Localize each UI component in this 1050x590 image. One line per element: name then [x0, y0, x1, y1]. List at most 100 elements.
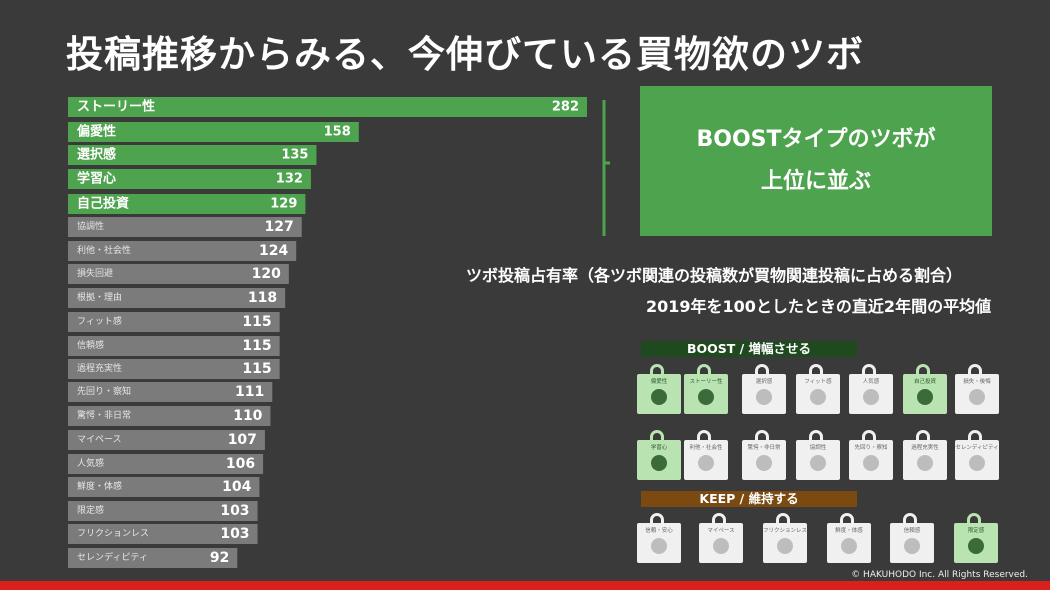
category-label: 損失回避 — [77, 267, 113, 279]
person-icon — [863, 455, 879, 471]
category-label: 先回り・察知 — [77, 385, 131, 397]
bar — [68, 477, 260, 497]
bag-handle — [650, 364, 664, 376]
boost-bag-icon: フィット感 — [796, 364, 840, 414]
person-icon — [756, 389, 772, 405]
bar — [68, 336, 280, 356]
category-label: 限定感 — [77, 504, 104, 516]
value-label: 127 — [264, 219, 293, 235]
bar — [68, 97, 587, 117]
value-label: 115 — [242, 314, 271, 330]
bag-label: 選択感 — [755, 379, 773, 385]
value-label: 115 — [242, 338, 271, 354]
category-label: 驚愕・非日常 — [77, 409, 131, 421]
person-icon — [841, 538, 857, 554]
keep-bag-icon: 信頼・安心 — [637, 513, 681, 563]
bag-handle — [697, 430, 711, 442]
bag-handle — [809, 430, 823, 442]
value-label: 118 — [248, 290, 277, 306]
bag-label: 利他・社会性 — [689, 445, 723, 451]
value-label: 110 — [233, 408, 262, 424]
bag-handle — [755, 430, 769, 442]
bar — [68, 501, 258, 521]
keep-bag-icon: 信頼感 — [890, 513, 934, 563]
bag-handle — [968, 364, 982, 376]
person-icon — [969, 389, 985, 405]
bag-handle — [916, 430, 930, 442]
bag-label: 自己投資 — [913, 379, 936, 385]
person-icon — [810, 389, 826, 405]
bag-label: 先回り・察知 — [854, 445, 888, 451]
bag-handle — [903, 513, 917, 525]
boost-bag-icon: 選択感 — [742, 364, 786, 414]
category-label: マイペース — [77, 435, 122, 445]
keep-header: KEEP / 維持する — [641, 491, 857, 507]
bag-handle — [862, 430, 876, 442]
bar — [68, 548, 238, 568]
callout-line2: 上位に並ぶ — [760, 169, 871, 194]
bag-handle — [967, 513, 981, 525]
bag-label: 鮮度・体感 — [835, 528, 863, 534]
bag-label: マイペース — [707, 528, 735, 534]
person-icon — [969, 455, 985, 471]
bag-handle — [712, 513, 726, 525]
category-label: 人気感 — [77, 457, 104, 469]
bag-handle — [650, 513, 664, 525]
bar — [68, 430, 265, 450]
bag-label: 損失・後悔 — [963, 379, 991, 385]
bag-label: フリクションレス — [763, 528, 807, 534]
category-label: 利他・社会性 — [77, 244, 131, 256]
bar — [68, 312, 280, 332]
bag-handle — [809, 364, 823, 376]
boost-bag-icon: 過程充実性 — [903, 430, 947, 480]
bag-label: フィット感 — [804, 379, 832, 385]
category-label: 信頼感 — [77, 339, 104, 351]
category-label: 過程充実性 — [77, 362, 122, 374]
person-icon — [651, 389, 667, 405]
category-label: フリクションレス — [77, 528, 149, 539]
bag-label: 信頼感 — [903, 528, 921, 534]
category-label: 偏愛性 — [77, 124, 116, 140]
boost-bag-icon: 驚愕・非日常 — [742, 430, 786, 480]
value-label: 104 — [222, 479, 251, 495]
bar — [68, 122, 359, 142]
value-label: 132 — [276, 172, 303, 187]
bar — [68, 524, 258, 544]
bag-label: 学習心 — [650, 445, 668, 451]
person-icon — [968, 538, 984, 554]
value-label: 282 — [552, 100, 579, 115]
value-label: 120 — [252, 266, 281, 282]
bag-label: ストーリー性 — [689, 379, 723, 385]
person-icon — [651, 455, 667, 471]
person-icon — [713, 538, 729, 554]
page-title: 投稿推移からみる、今伸びている買物欲のツボ — [66, 33, 864, 76]
footer-bar — [0, 581, 1050, 590]
value-label: 106 — [226, 456, 255, 472]
value-label: 107 — [228, 432, 257, 448]
value-label: 129 — [270, 197, 297, 212]
category-label: 学習心 — [77, 171, 116, 187]
boost-bag-icon: 損失・後悔 — [955, 364, 999, 414]
bag-handle — [776, 513, 790, 525]
bag-label: 信頼・安心 — [645, 528, 673, 534]
note-share-definition: ツボ投稿占有率（各ツボ関連の投稿数が買物関連投稿に占める割合） — [466, 266, 963, 285]
value-label: 124 — [259, 243, 288, 259]
person-icon — [917, 389, 933, 405]
category-label: ストーリー性 — [77, 99, 155, 115]
category-label: 自己投資 — [77, 196, 129, 212]
bag-handle — [840, 513, 854, 525]
note-baseline: 2019年を100としたときの直近2年間の平均値 — [646, 297, 992, 316]
value-label: 103 — [220, 503, 249, 519]
people-icon — [810, 455, 826, 471]
person-icon — [651, 538, 667, 554]
bar — [68, 359, 280, 379]
people-icon — [863, 389, 879, 405]
bag-handle — [968, 430, 982, 442]
bag-label: 驚愕・非日常 — [747, 445, 781, 451]
bar — [68, 406, 271, 426]
value-label: 158 — [324, 125, 351, 140]
value-label: 92 — [210, 550, 229, 566]
bar — [68, 241, 297, 261]
bag-handle — [697, 364, 711, 376]
category-label: フィット感 — [77, 315, 122, 327]
